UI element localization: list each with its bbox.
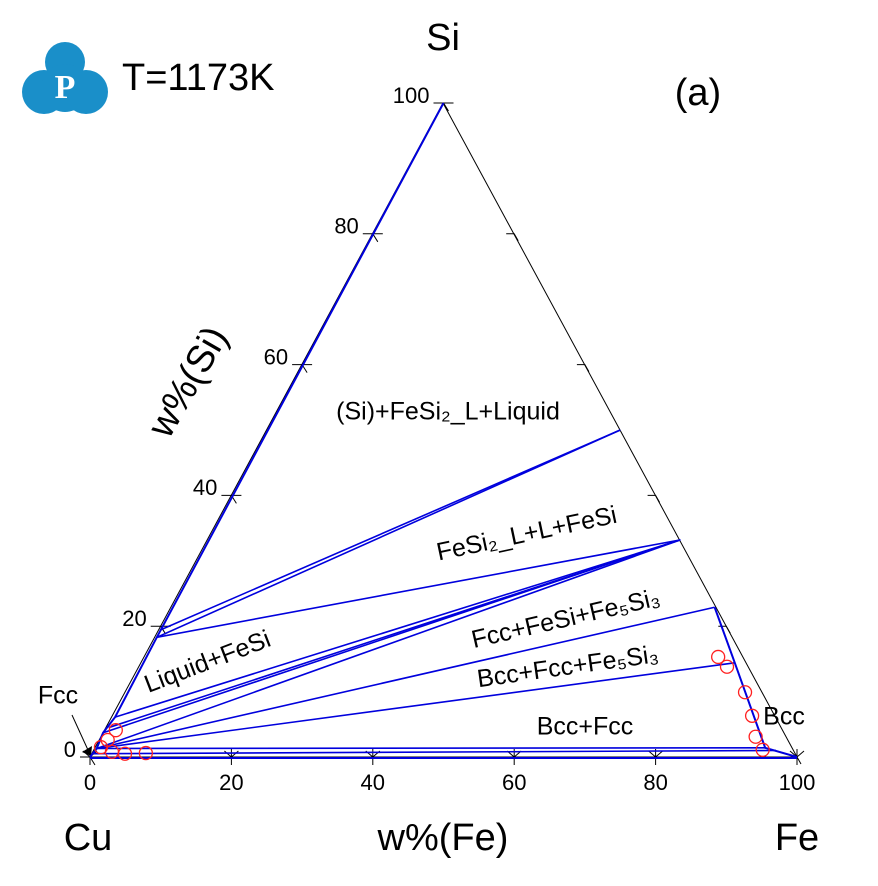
- tick-mark: [576, 364, 590, 372]
- logo: P: [22, 42, 108, 114]
- x-tick-label: 40: [361, 770, 385, 795]
- logo-text: P: [55, 69, 76, 106]
- chart-title: T=1173K: [122, 57, 274, 99]
- corner-label: Si: [426, 17, 460, 59]
- tie-line: [159, 429, 621, 631]
- tie-line: [114, 539, 681, 718]
- y-tick-label: 0: [64, 737, 76, 762]
- y-tick-label: 40: [193, 475, 217, 500]
- tie-line: [156, 539, 681, 639]
- x-axis-label: w%(Fe): [377, 817, 509, 859]
- tie-line: [102, 539, 681, 734]
- tie-line: [93, 749, 776, 755]
- tie-line: [96, 747, 766, 750]
- phase-boundary: [713, 606, 798, 758]
- x-tick-label: 100: [779, 770, 816, 795]
- y-axis-label: w%(Si): [140, 319, 237, 445]
- tick-mark: [506, 233, 519, 242]
- data-point: [748, 729, 763, 744]
- corner-label: Cu: [64, 817, 113, 859]
- data-point: [711, 649, 726, 665]
- data-point: [108, 723, 123, 738]
- region-label: Bcc: [763, 703, 805, 731]
- region-label: Bcc+Fcc: [537, 713, 634, 741]
- y-tick-label: 80: [334, 214, 358, 239]
- tie-line: [96, 662, 735, 750]
- x-tick-label: 60: [502, 770, 526, 795]
- data-point: [755, 742, 770, 757]
- tie-line: [156, 429, 621, 639]
- panel-label: (a): [675, 72, 721, 114]
- data-point: [138, 745, 154, 761]
- x-tick-label: 80: [643, 770, 667, 795]
- tick-mark: [647, 494, 661, 503]
- corner-label: Fe: [775, 817, 819, 859]
- annotation-arrow: [71, 714, 89, 751]
- region-label: (Si)+FeSi₂_L+Liquid: [336, 398, 560, 426]
- region-label: Fcc: [38, 682, 78, 710]
- x-tick-label: 20: [219, 770, 243, 795]
- data-point: [719, 659, 735, 674]
- data-point: [744, 708, 760, 723]
- data-point: [737, 685, 753, 700]
- logo-shape: [41, 64, 89, 112]
- y-tick-label: 60: [264, 344, 288, 369]
- tie-line: [96, 539, 681, 750]
- y-tick-label: 100: [393, 83, 430, 108]
- tie-line: [96, 606, 715, 750]
- data-point: [117, 746, 133, 761]
- y-tick-label: 20: [122, 606, 146, 631]
- x-tick-label: 0: [84, 770, 96, 795]
